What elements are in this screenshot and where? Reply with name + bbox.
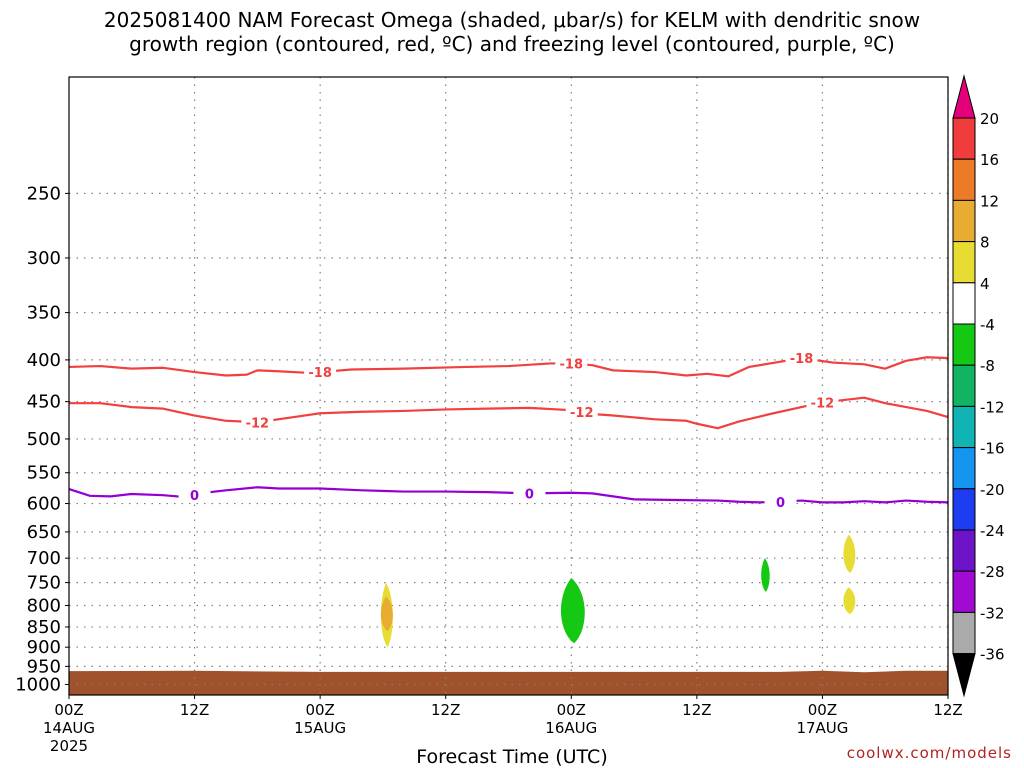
colorbar-label: 12: [980, 192, 999, 210]
y-tick-label: 650: [27, 522, 61, 543]
x-tick-label: 00Z: [808, 701, 837, 719]
x-tick-label: 12Z: [933, 701, 962, 719]
omega-region: [560, 577, 585, 644]
contour-label: 0: [776, 496, 785, 511]
contour-label-bg: [785, 350, 818, 367]
chart-title: 2025081400 NAM Forecast Omega (shaded, μ…: [0, 8, 1024, 56]
colorbar-swatch: [952, 241, 976, 284]
y-tick-label: 300: [27, 248, 61, 269]
colorbar-label: 16: [980, 151, 999, 169]
x-tick-label: 12Z: [431, 701, 460, 719]
contour-label-bg: [241, 414, 274, 431]
colorbar-bottom-arrow: [952, 653, 976, 698]
x-axis-title: Forecast Time (UTC): [416, 746, 608, 768]
colorbar: 20 16 12 8 4 -4 -8 -12 -16 -20 -24 -28 -32 -36: [952, 74, 1005, 698]
colorbar-swatch: [952, 488, 976, 531]
colorbar-swatch: [952, 529, 976, 572]
y-tick-label: 700: [27, 548, 61, 569]
colorbar-swatch: [952, 282, 976, 325]
colorbar-label: -36: [980, 646, 1005, 664]
credit-text: coolwx.com/models: [846, 744, 1012, 762]
x-tick-date: 17AUG: [796, 719, 848, 737]
omega-region: [843, 534, 856, 574]
colorbar-label: 4: [980, 275, 990, 293]
omega-region: [843, 587, 856, 615]
y-tick-label: 350: [27, 303, 61, 324]
plot-frame: [68, 76, 949, 696]
omega-region: [380, 596, 393, 632]
colorbar-label: -16: [980, 440, 1005, 458]
colorbar-label: -32: [980, 604, 1005, 622]
colorbar-swatch: [952, 570, 976, 613]
plot-background: [69, 77, 948, 695]
x-tick-date: 14AUG: [43, 719, 95, 737]
colorbar-swatch: [952, 199, 976, 243]
contour-label: -18: [308, 366, 332, 381]
contour-label: -18: [560, 357, 584, 372]
chart-title-line1: 2025081400 NAM Forecast Omega (shaded, μ…: [103, 8, 921, 32]
colorbar-swatch: [952, 447, 976, 490]
colorbar-label: 8: [980, 234, 990, 252]
axes: 2503003504004505005506006507007508008509…: [15, 76, 963, 755]
omega-region: [761, 558, 770, 592]
x-tick-label: 00Z: [557, 701, 586, 719]
y-tick-label: 900: [27, 637, 61, 658]
contour-label: 0: [525, 487, 534, 502]
y-tick-label: 500: [27, 429, 61, 450]
contour-label: -12: [811, 396, 835, 411]
colorbar-swatch: [952, 611, 976, 655]
contour-label-bg: [555, 355, 588, 372]
colorbar-swatch: [952, 405, 976, 449]
y-tick-label: 1000: [15, 675, 61, 696]
x-tick-label: 12Z: [682, 701, 711, 719]
contours: -18 -18 -18 -12 -12 -12 0 0 0: [68, 350, 949, 511]
colorbar-label: -12: [980, 398, 1005, 416]
y-tick-label: 800: [27, 595, 61, 616]
x-tick-label: 00Z: [305, 701, 334, 719]
colorbar-label: -4: [980, 316, 995, 334]
contour-label-bg: [764, 493, 797, 510]
plot-area: [69, 77, 948, 695]
colorbar-swatch: [952, 117, 976, 160]
colorbar-swatch: [952, 158, 976, 201]
y-tick-label: 250: [27, 183, 61, 204]
contour-label-bg: [178, 486, 211, 503]
x-tick-date: 15AUG: [294, 719, 346, 737]
contour-label: -12: [570, 406, 594, 421]
colorbar-label: -28: [980, 563, 1005, 581]
x-tick-label: 12Z: [180, 701, 209, 719]
colorbar-label: -24: [980, 522, 1005, 540]
y-tick-label: 450: [27, 392, 61, 413]
colorbar-label: -8: [980, 357, 995, 375]
contour-label-bg: [513, 485, 546, 502]
ground-mask: [69, 670, 948, 695]
y-tick-label: 550: [27, 463, 61, 484]
y-tick-label: 600: [27, 494, 61, 515]
x-tick-label: 00Z: [54, 701, 83, 719]
contour-label-bg: [565, 404, 598, 421]
y-tick-label: 850: [27, 617, 61, 638]
chart-title-line2: growth region (contoured, red, ºC) and f…: [129, 32, 895, 56]
colorbar-label: 20: [980, 110, 999, 128]
y-tick-label: 750: [27, 573, 61, 594]
omega-shading: [380, 534, 856, 648]
colorbar-top-arrow: [952, 74, 976, 119]
x-tick-date: 16AUG: [545, 719, 597, 737]
contour-label: -18: [790, 352, 814, 367]
y-tick-label: 950: [27, 656, 61, 677]
colorbar-swatch: [952, 323, 976, 366]
contour-label-bg: [806, 394, 839, 411]
colorbar-label: -20: [980, 481, 1005, 499]
x-tick-year: 2025: [50, 737, 88, 755]
contour-label-bg: [304, 364, 337, 381]
y-tick-label: 400: [27, 350, 61, 371]
contour-label: 0: [190, 489, 199, 504]
colorbar-swatch: [952, 364, 976, 407]
contour-label: -12: [246, 416, 270, 431]
